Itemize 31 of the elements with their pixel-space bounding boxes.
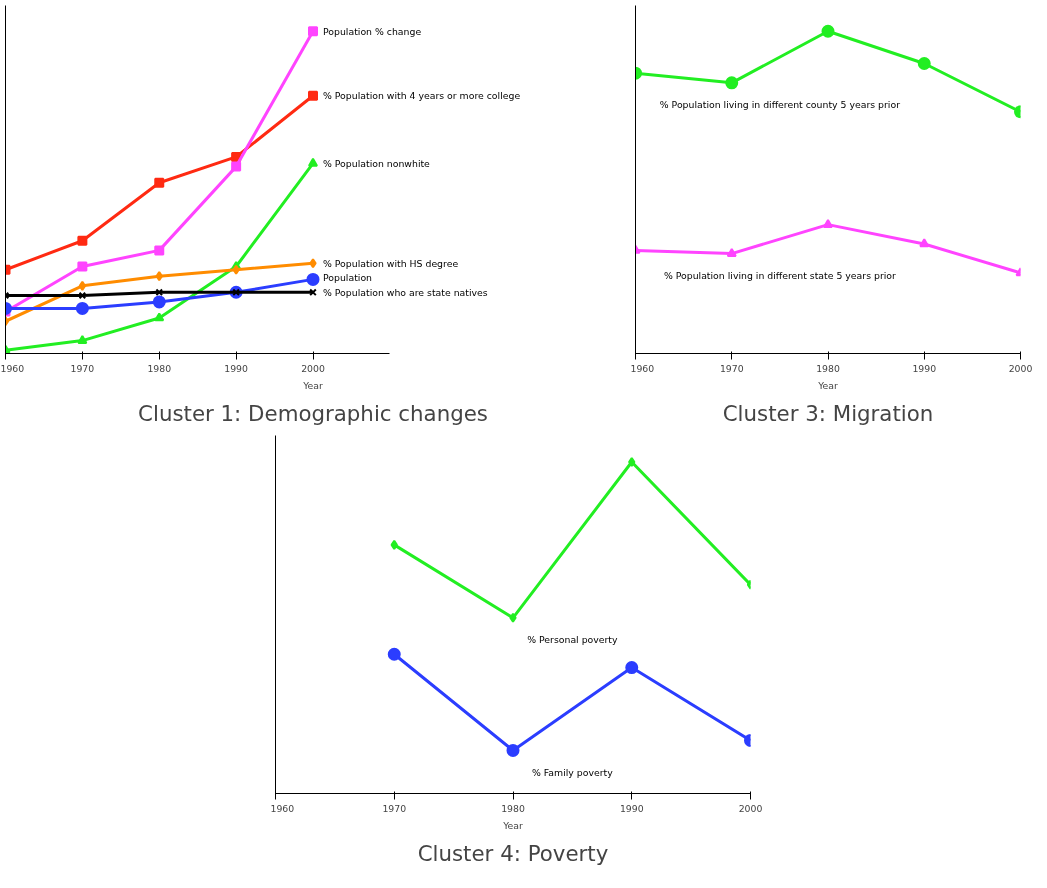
x-tick-label: 1980 <box>816 362 840 374</box>
x-tick-label: 1970 <box>70 362 95 374</box>
series-label: Population % change <box>323 25 422 37</box>
series-label: % Population with 4 years or more college <box>323 90 521 102</box>
x-tick-label: 1980 <box>147 362 172 374</box>
x-tick-label: 1990 <box>224 362 249 374</box>
x-axis-title: Year <box>302 379 324 391</box>
text: Cluster 3: Migration <box>722 400 934 426</box>
text: % Population living in different county 5 years prior <box>659 99 901 111</box>
series-label: % Population with HS degree <box>323 257 459 269</box>
series-label: Population <box>323 272 373 284</box>
series-label: % Population nonwhite <box>323 157 431 169</box>
x-tick-label: 1960 <box>0 362 25 374</box>
x-tick-label: 1960 <box>630 362 655 374</box>
x-tick-label: 1990 <box>619 802 644 814</box>
x-tick-label: 1970 <box>382 802 407 814</box>
x-tick-label: 2000 <box>301 362 325 374</box>
text: % Population living in different state 5 years prior <box>663 270 897 282</box>
x-tick-label: 2000 <box>1008 362 1033 374</box>
x-tick-label: 1970 <box>719 362 744 374</box>
x-tick-label: 1990 <box>912 362 937 374</box>
x-tick-label: 2000 <box>738 802 763 814</box>
series-label: % Population who are state natives <box>323 286 488 298</box>
x-tick-label: 1980 <box>501 802 525 814</box>
text: % Family poverty <box>532 766 614 778</box>
x-axis-title: Year <box>817 379 839 391</box>
x-tick-label: 1960 <box>270 802 295 814</box>
x-axis-title: Year <box>502 819 524 831</box>
text: Cluster 1: Demographic changes <box>138 400 488 426</box>
text: Cluster 4: Poverty <box>417 840 609 866</box>
text: % Personal poverty <box>527 634 619 646</box>
